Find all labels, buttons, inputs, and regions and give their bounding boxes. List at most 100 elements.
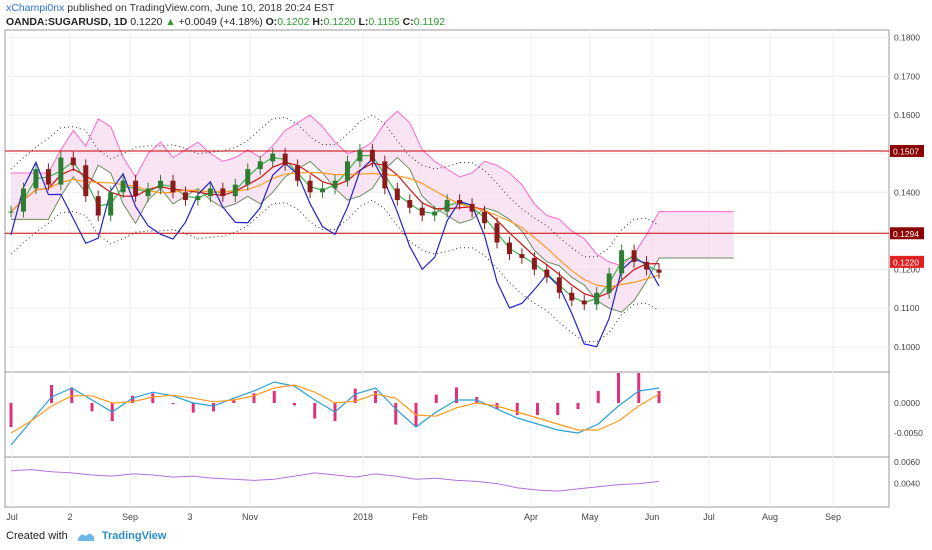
candle-body	[382, 161, 388, 189]
cloud-fill	[11, 111, 734, 313]
rsi-tick-label: 0.0040	[894, 479, 920, 489]
candle-body	[394, 188, 400, 201]
open-value: 0.1202	[277, 16, 310, 28]
candle-body	[8, 211, 14, 213]
candle-body	[419, 207, 425, 216]
time-tick-label: 3	[187, 512, 192, 522]
high-label: H:	[312, 16, 324, 28]
chikou-line	[10, 158, 660, 348]
time-tick-label: May	[581, 512, 599, 522]
candle-body	[594, 292, 600, 305]
moving-average-line	[10, 171, 660, 288]
candle-body	[631, 250, 637, 262]
created-with-text: Created with	[6, 530, 68, 542]
time-tick-label: Aug	[762, 512, 778, 522]
ichimoku-cloud	[11, 110, 734, 313]
cloud-upper-line	[11, 110, 734, 267]
up-arrow-icon: ▲	[165, 16, 176, 28]
candle-body	[320, 188, 326, 193]
candle-body	[220, 188, 226, 197]
candle-body	[133, 180, 139, 197]
candle-body	[407, 200, 413, 208]
price-tag-label: 0.1507	[893, 146, 919, 156]
price-tick-label: 0.1000	[894, 342, 920, 352]
price-tag-bg	[890, 227, 924, 240]
low-value: 0.1155	[368, 16, 400, 28]
candle-body	[108, 192, 114, 216]
price-tick-label: 0.1200	[894, 265, 920, 275]
time-tick-label: Jul	[6, 512, 18, 522]
candle-body	[369, 149, 375, 162]
time-tick-label: Sep	[825, 512, 841, 522]
price-tag-label: 0.1294	[893, 229, 919, 239]
candle-body	[619, 250, 625, 274]
macd-tick-label: 0.0000	[894, 398, 920, 408]
author-link[interactable]: xChampi0nx	[6, 2, 65, 14]
candle-body	[270, 153, 276, 162]
candle-body	[581, 300, 587, 305]
candle-body	[245, 169, 251, 185]
rsi-pane-frame	[4, 456, 890, 508]
candlesticks	[8, 144, 662, 311]
last-price: 0.1220	[130, 16, 163, 28]
low-label: L:	[358, 16, 369, 28]
price-tag-bg	[890, 144, 924, 157]
candle-body	[569, 292, 575, 301]
lower-band-dotted	[10, 199, 660, 343]
time-tick-label: 2	[67, 512, 72, 522]
candle-body	[33, 169, 39, 189]
candle-body	[482, 211, 488, 224]
candle-body	[656, 269, 662, 273]
candle-body	[606, 273, 612, 293]
candle-body	[494, 223, 500, 243]
candle-body	[257, 161, 263, 170]
candle-body	[182, 192, 188, 201]
grid	[5, 30, 889, 507]
price-tick-label: 0.1800	[894, 33, 920, 43]
candle-body	[195, 196, 201, 201]
symbol-name: OANDA:SUGARUSD, 1D	[6, 16, 128, 28]
price-tick-label: 0.1100	[894, 303, 920, 313]
candle-body	[45, 169, 51, 185]
signal-line	[10, 384, 660, 434]
cloud-lower-line	[11, 156, 734, 313]
tradingview-brand[interactable]: TradingView	[101, 530, 167, 542]
tradingview-logo-icon	[77, 533, 94, 542]
candle-body	[357, 149, 363, 162]
candle-body	[444, 200, 450, 212]
time-tick-label: 2018	[353, 512, 373, 522]
publish-info: xChampi0nx published on TradingView.com,…	[6, 2, 334, 14]
symbol-info: OANDA:SUGARUSD, 1D 0.1220 ▲ +0.0049 (+4.…	[6, 16, 445, 28]
candle-body	[207, 188, 213, 197]
candle-body	[519, 254, 525, 258]
candle-body	[282, 153, 288, 166]
price-tag-bg	[890, 255, 924, 268]
candle-body	[232, 184, 238, 197]
price-tags: 0.1507 0.1294 0.1220	[890, 144, 924, 268]
time-tick-label: Sep	[122, 512, 138, 522]
time-tick-label: Apr	[524, 512, 538, 522]
footer: Created with TradingView	[6, 530, 166, 542]
candle-body	[469, 203, 475, 212]
high-value: 0.1220	[323, 16, 356, 28]
candle-body	[307, 180, 313, 193]
macd-line	[10, 381, 660, 446]
candle-body	[432, 211, 438, 216]
macd-pane-frame	[4, 371, 890, 458]
time-tick-label: Jul	[703, 512, 715, 522]
candle-body	[170, 180, 176, 193]
rsi-line	[10, 469, 660, 492]
rsi-panel: 0.0060 0.0040	[10, 457, 920, 492]
close-value: 0.1192	[413, 16, 446, 28]
horizontal-levels	[5, 150, 889, 234]
candle-body	[95, 196, 101, 216]
rsi-tick-label: 0.0060	[894, 457, 920, 467]
candle-body	[58, 157, 64, 185]
macd-panel: 0.0000 -0.0050	[9, 373, 923, 446]
price-change: +0.0049 (+4.18%)	[178, 16, 263, 28]
candle-body	[506, 242, 512, 255]
time-tick-label: Nov	[242, 512, 259, 522]
time-tick-label: Feb	[412, 512, 428, 522]
candle-body	[120, 180, 126, 193]
